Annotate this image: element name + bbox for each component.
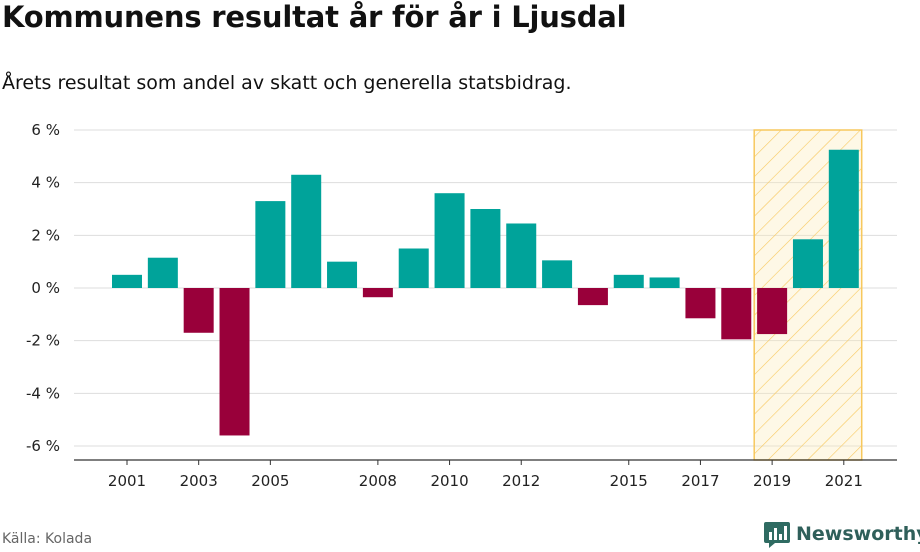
bar-2005 xyxy=(255,201,286,288)
x-tick-label: 2003 xyxy=(180,472,218,490)
x-tick-label: 2017 xyxy=(681,472,719,490)
x-tick-label: 2005 xyxy=(251,472,289,490)
y-tick-label: -4 % xyxy=(26,384,60,402)
bar-2016 xyxy=(649,277,680,288)
x-tick-label: 2021 xyxy=(825,472,863,490)
bar-2009 xyxy=(398,248,429,288)
bar-2007 xyxy=(327,261,358,288)
bar-2004 xyxy=(219,288,250,436)
y-tick-label: 4 % xyxy=(31,174,60,192)
bar-2014 xyxy=(577,288,608,306)
x-tick-label: 2001 xyxy=(108,472,146,490)
bar-2008 xyxy=(362,288,393,298)
bar-2002 xyxy=(147,257,178,288)
bar-2003 xyxy=(183,288,214,333)
y-tick-label: 2 % xyxy=(31,226,60,244)
newsworthy-chart-icon xyxy=(764,522,790,548)
y-tick-label: -6 % xyxy=(26,437,60,455)
bar-2011 xyxy=(470,209,501,288)
brand-name: Newsworthy xyxy=(796,523,920,545)
chart-title: Kommunens resultat år för år i Ljusdal xyxy=(2,0,627,34)
bar-2013 xyxy=(542,260,573,288)
x-tick-label: 2008 xyxy=(359,472,397,490)
brand-logo: Newsworthy xyxy=(764,519,920,549)
bar-2006 xyxy=(291,174,322,288)
bar-2012 xyxy=(506,223,537,288)
x-tick-label: 2015 xyxy=(610,472,648,490)
x-tick-label: 2019 xyxy=(753,472,791,490)
bar-2018 xyxy=(721,288,752,340)
y-tick-label: 6 % xyxy=(31,121,60,139)
y-tick-label: 0 % xyxy=(31,279,60,297)
y-tick-label: -2 % xyxy=(26,332,60,350)
bar-2015 xyxy=(613,274,644,288)
x-tick-label: 2010 xyxy=(430,472,468,490)
bar-2017 xyxy=(685,288,716,319)
bar-2001 xyxy=(112,274,142,288)
source-note: Källa: Kolada xyxy=(2,531,93,547)
bar-2021 xyxy=(828,149,859,288)
chart-subtitle: Årets resultat som andel av skatt och ge… xyxy=(2,72,572,94)
x-tick-label: 2012 xyxy=(502,472,540,490)
bar-2010 xyxy=(434,193,465,288)
bar-2019 xyxy=(757,288,788,335)
bar-2020 xyxy=(792,239,823,288)
